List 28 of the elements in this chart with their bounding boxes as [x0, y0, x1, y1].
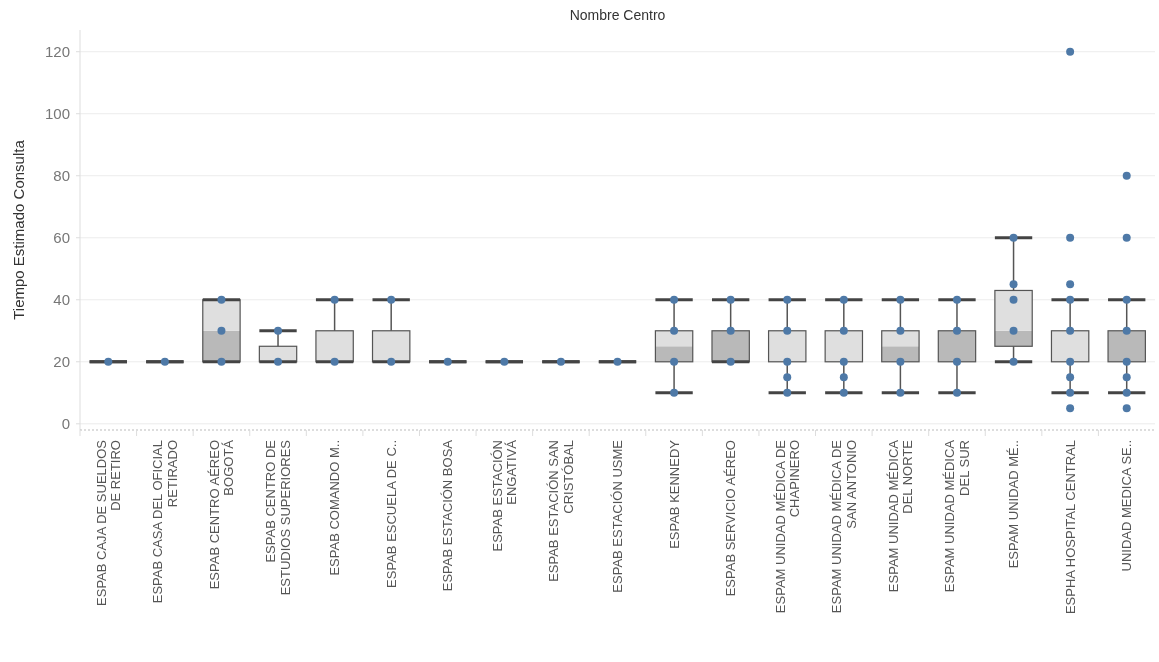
x-tick-label: ESPAM UNIDAD MÉDICA DE CHAPINERO — [772, 439, 802, 614]
y-tick-label: 20 — [53, 353, 70, 371]
chart-title: Nombre Centro — [569, 7, 666, 23]
x-tick-label: ESPAB ESTACIÓN USME — [610, 439, 626, 593]
x-tick-label: ESPAM UNIDAD MÉDICA DE SAN ANTONIO — [829, 439, 859, 614]
x-tick-label: ESPAM UNIDAD MÉDICA DEL NORTE — [885, 439, 916, 593]
x-tick-label: ESPHA HOSPITAL CENTRAL — [1062, 440, 1078, 615]
y-tick-label: 40 — [53, 291, 70, 309]
x-tick-label: ESPAM UNIDAD MÉ.. — [1006, 440, 1022, 569]
x-tick-label: ESPAB ESTACIÓN SAN CRISTÓBAL — [546, 440, 576, 582]
y-tick-label: 100 — [44, 104, 70, 122]
x-tick-label: ESPAB ESTACIÓN BOSA — [440, 439, 456, 592]
y-tick-label: 60 — [53, 229, 70, 246]
x-tick-label: ESPAB SERVICIO AÉREO — [723, 440, 739, 597]
x-tick-label: UNIDAD MEDICA SE.. — [1119, 440, 1135, 572]
x-tick-label: ESPAB ESCUELA DE C.. — [383, 440, 399, 588]
y-tick-label: 0 — [61, 415, 70, 433]
x-tick-label: ESPAB CASA DEL OFICIAL RETIRADO — [150, 440, 180, 604]
x-tick-label: ESPAB CAJA DE SUELDOS DE RETIRO — [93, 439, 123, 606]
y-axis-title: Tiempo Estimado Consulta — [10, 139, 27, 320]
y-tick-label: 120 — [44, 42, 70, 60]
x-tick-label: ESPAB KENNEDY — [666, 439, 682, 549]
x-tick-label: ESPAB COMANDO M.. — [327, 440, 343, 576]
x-tick-label: ESPAB CENTRO DE ESTUDIOS SUPERIORES — [263, 439, 293, 596]
x-tick-label: ESPAM UNIDAD MÉDICA DEL SUR — [942, 439, 972, 593]
y-tick-label: 80 — [53, 166, 70, 184]
x-tick-label: ESPAB CENTRO AÉREO BOGOTÁ — [206, 439, 237, 590]
x-tick-label: ESPAB ESTACIÓN ENGATIVÁ — [489, 439, 520, 552]
